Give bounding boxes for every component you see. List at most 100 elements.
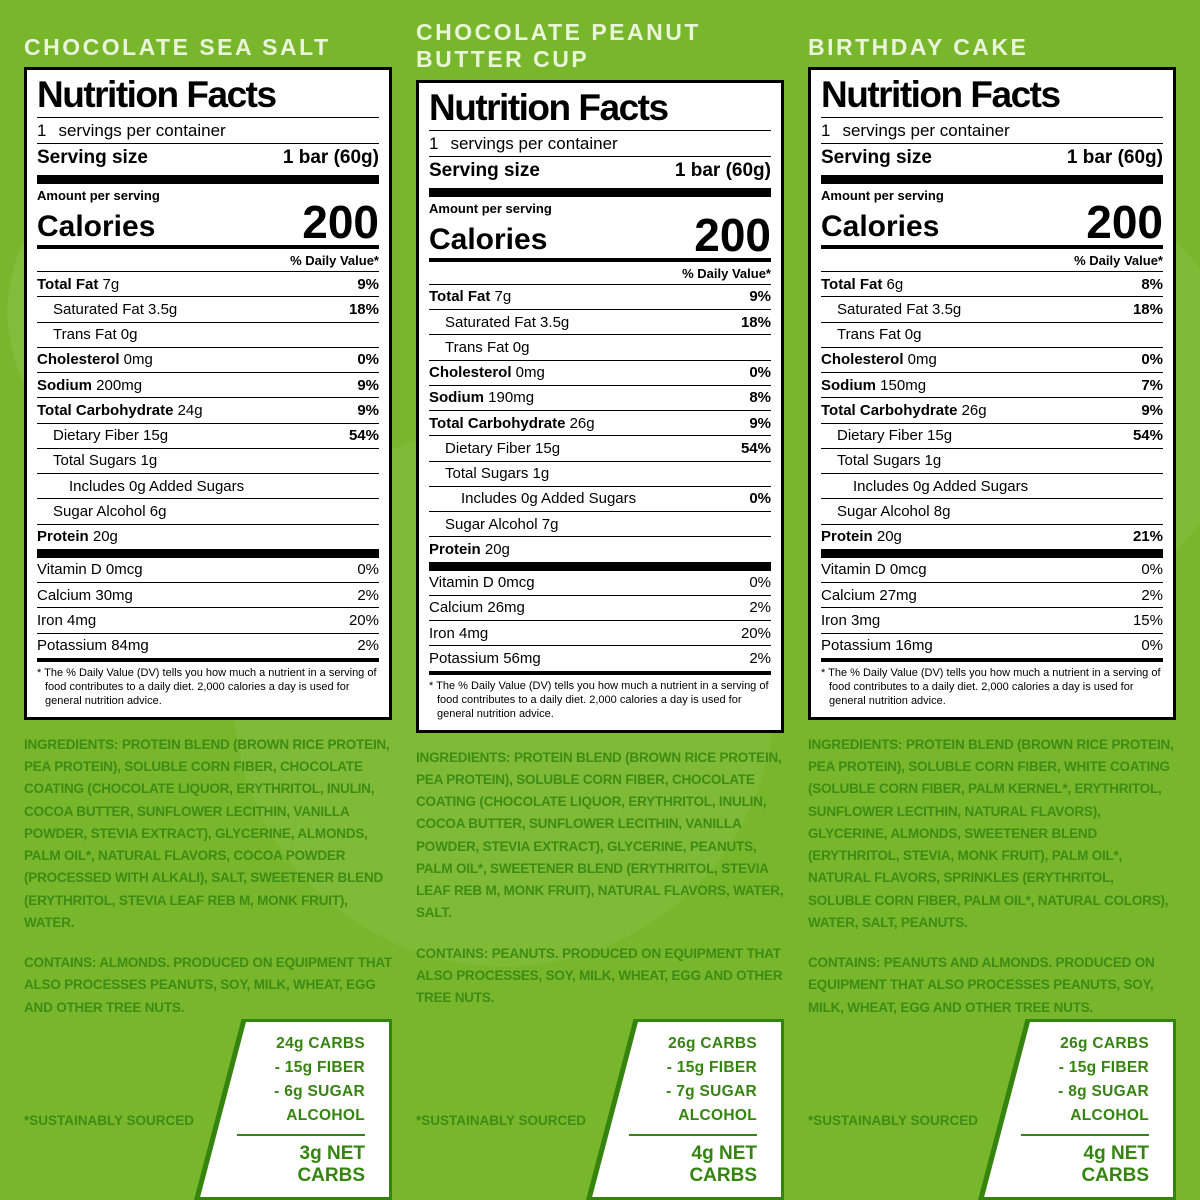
contains-text: CONTAINS: PEANUTS AND ALMONDS. PRODUCED …	[808, 955, 1155, 1015]
ingredients-text: INGREDIENTS: PROTEIN BLEND (BROWN RICE P…	[416, 749, 784, 921]
carbs-line: 26g CARBS	[668, 1034, 757, 1052]
flavor-title: CHOCOLATE SEA SALT	[24, 33, 331, 60]
serving-size-row: Serving size 1 bar (60g)	[429, 155, 771, 188]
serving-size-label: Serving size	[821, 147, 932, 169]
sugar-alcohol-line: - 7g SUGAR ALCOHOL	[666, 1082, 757, 1124]
sustainably-sourced-note: *SUSTAINABLY SOURCED	[808, 1113, 979, 1128]
net-carbs-callout-inner: 26g CARBS - 15g FIBER - 8g SUGAR ALCOHOL…	[984, 1021, 1173, 1197]
calories-value: 200	[1086, 196, 1163, 249]
nutrient-row: Vitamin D 0mcg 0%	[821, 561, 1163, 579]
ingredients-text: INGREDIENTS: PROTEIN BLEND (BROWN RICE P…	[24, 736, 390, 930]
daily-value-header: % Daily Value*	[290, 253, 379, 269]
nutrient-row: Calcium 27mg 2%	[821, 582, 1163, 607]
nutrient-row: Dietary Fiber 15g 54%	[821, 422, 1163, 448]
serving-size-label: Serving size	[37, 147, 148, 169]
servings-per-container-row: 1 servings per container	[429, 131, 771, 156]
nutrient-row: Calcium 30mg 2%	[37, 582, 379, 607]
nutrient-row: Total Fat 7g 9%	[429, 283, 771, 309]
serving-size-value: 1 bar (60g)	[1066, 147, 1163, 169]
nutrient-row: Cholesterol 0mg 0%	[37, 346, 379, 372]
nutrient-row: Vitamin D 0mcg 0%	[429, 574, 771, 592]
nutrient-row: Saturated Fat 3.5g 18%	[37, 296, 379, 321]
daily-value-header: % Daily Value*	[1074, 253, 1163, 269]
nutrient-row: Sugar Alcohol 7g	[429, 511, 771, 536]
sustainably-sourced-note: *SUSTAINABLY SOURCED	[24, 1113, 195, 1128]
calories-row: Calories 200	[821, 196, 1163, 249]
carbs-line: 24g CARBS	[276, 1034, 365, 1052]
medium-divider	[429, 670, 771, 675]
servings-count: 1	[821, 121, 831, 141]
ingredients-text: INGREDIENTS: PROTEIN BLEND (BROWN RICE P…	[808, 736, 1174, 930]
nutrition-facts-title: Nutrition Facts	[37, 75, 379, 119]
thick-divider	[821, 175, 1163, 185]
nutrient-row: Cholesterol 0mg 0%	[429, 359, 771, 385]
net-carbs-callout: 26g CARBS - 15g FIBER - 8g SUGAR ALCOHOL…	[978, 1018, 1176, 1200]
nutrient-rows: Total Fat 7g 9% Saturated Fat 3.5g 18% Trans…	[37, 271, 379, 549]
serving-size-row: Serving size 1 bar (60g)	[821, 143, 1163, 175]
nutrient-row: Trans Fat 0g	[429, 334, 771, 359]
calories-row: Calories 200	[429, 212, 771, 258]
nutrient-row: Saturated Fat 3.5g 18%	[429, 309, 771, 334]
medium-divider	[37, 657, 379, 662]
nutrient-row: Sugar Alcohol 6g	[37, 498, 379, 523]
calories-label: Calories	[821, 210, 940, 244]
servings-per-container-row: 1 servings per container	[37, 118, 379, 143]
medium-divider	[429, 257, 771, 262]
sugar-alcohol-line: - 6g SUGAR ALCOHOL	[274, 1082, 365, 1124]
thick-divider	[37, 548, 379, 558]
nutrient-row: Total Sugars 1g	[37, 447, 379, 473]
medium-divider	[821, 245, 1163, 250]
nutrient-row: Total Fat 7g 9%	[37, 271, 379, 296]
nutrient-row: Protein 20g	[429, 536, 771, 561]
contains-text: CONTAINS: PEANUTS. PRODUCED ON EQUIPMENT…	[416, 945, 783, 1006]
servings-text: servings per container	[842, 121, 1010, 141]
servings-text: servings per container	[450, 133, 618, 153]
fiber-line: - 15g FIBER	[666, 1058, 757, 1076]
vitamin-rows: Vitamin D 0mcg 0% Calcium 27mg 2% Iron 3mg 15…	[821, 558, 1163, 658]
nutrient-row: Calcium 26mg 2%	[429, 594, 771, 620]
nutrient-row: Trans Fat 0g	[37, 321, 379, 347]
nutrient-row: Includes 0g Added Sugars	[37, 473, 379, 498]
sustainably-sourced-note: *SUSTAINABLY SOURCED	[416, 1113, 587, 1128]
servings-text: servings per container	[58, 121, 226, 141]
nutrient-row: Sodium 190mg 8%	[429, 384, 771, 410]
net-carbs-total: 3g NET CARBS	[237, 1134, 365, 1187]
vitamin-rows: Vitamin D 0mcg 0% Calcium 26mg 2% Iron 4mg 20…	[429, 571, 771, 671]
nutrient-row: Total Sugars 1g	[429, 460, 771, 486]
calories-label: Calories	[429, 222, 548, 256]
fiber-line: - 15g FIBER	[274, 1058, 365, 1076]
nutrient-row: Total Carbohydrate 26g 9%	[429, 410, 771, 435]
nutrition-facts-title: Nutrition Facts	[429, 88, 771, 131]
net-carbs-callout: 26g CARBS - 15g FIBER - 7g SUGAR ALCOHOL…	[586, 1018, 784, 1200]
amount-per-serving-label: Amount per serving	[429, 200, 552, 216]
net-carbs-total: 4g NET CARBS	[629, 1134, 757, 1187]
net-carbs-callout-inner: 26g CARBS - 15g FIBER - 7g SUGAR ALCOHOL…	[592, 1021, 781, 1197]
sugar-alcohol-line: - 8g SUGAR ALCOHOL	[1058, 1082, 1149, 1124]
serving-size-value: 1 bar (60g)	[282, 147, 379, 169]
daily-value-footnote: * The % Daily Value (DV) tells you how m…	[429, 679, 769, 721]
daily-value-footnote: * The % Daily Value (DV) tells you how m…	[37, 666, 377, 708]
thick-divider	[429, 561, 771, 571]
servings-count: 1	[429, 133, 439, 153]
flavor-panel-chocolate-peanut-butter-cup: CHOCOLATE PEANUT BUTTER CUP Nutrition Fa…	[416, 0, 784, 1200]
nutrient-row: Vitamin D 0mcg 0%	[37, 561, 379, 579]
nutrient-row: Potassium 16mg 0%	[821, 632, 1163, 658]
panel-bottom-row: *SUSTAINABLY SOURCED 24g CARBS - 15g FIB…	[24, 1018, 392, 1200]
contains-text: CONTAINS: ALMONDS. PRODUCED ON EQUIPMENT…	[24, 955, 392, 1015]
panel-bottom-row: *SUSTAINABLY SOURCED 26g CARBS - 15g FIB…	[808, 1018, 1176, 1200]
serving-size-label: Serving size	[429, 159, 540, 181]
vitamin-rows: Vitamin D 0mcg 0% Calcium 30mg 2% Iron 4mg 20…	[37, 558, 379, 658]
nutrition-facts-label: Nutrition Facts 1 servings per container …	[808, 67, 1176, 720]
servings-count: 1	[37, 121, 47, 141]
nutrient-rows: Total Fat 6g 8% Saturated Fat 3.5g 18% Trans…	[821, 271, 1163, 549]
nutrient-row: Protein 20g	[37, 523, 379, 549]
nutrient-row: Includes 0g Added Sugars	[821, 473, 1163, 498]
daily-value-header: % Daily Value*	[682, 265, 771, 281]
thick-divider	[37, 175, 379, 185]
nutrition-facts-label: Nutrition Facts 1 servings per container …	[416, 80, 784, 733]
nutrient-row: Total Carbohydrate 26g 9%	[821, 397, 1163, 422]
net-carbs-total: 4g NET CARBS	[1021, 1134, 1149, 1187]
nutrient-row: Includes 0g Added Sugars 0%	[429, 485, 771, 511]
serving-size-row: Serving size 1 bar (60g)	[37, 143, 379, 175]
